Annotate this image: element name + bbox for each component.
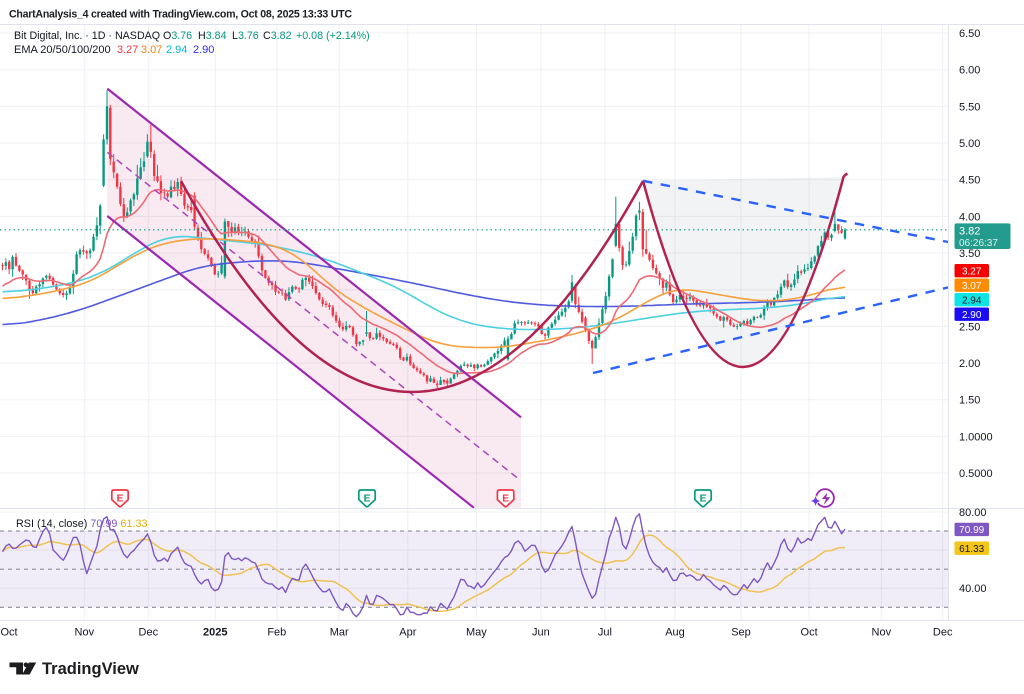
svg-text:2.00: 2.00 <box>959 358 980 370</box>
svg-text:1.0000: 1.0000 <box>959 431 993 443</box>
svg-text:RSI (14, close) 70.99 61.33: RSI (14, close) 70.99 61.33 <box>16 518 147 530</box>
svg-text:5.50: 5.50 <box>959 101 980 113</box>
svg-text:3.27: 3.27 <box>962 266 982 277</box>
svg-text:Aug: Aug <box>665 627 685 639</box>
svg-text:3.50: 3.50 <box>959 248 980 260</box>
svg-text:06:26:37: 06:26:37 <box>959 238 998 249</box>
svg-text:4.00: 4.00 <box>959 211 980 223</box>
svg-text:3.82: 3.82 <box>959 226 980 238</box>
svg-text:2025: 2025 <box>203 627 227 639</box>
svg-text:E: E <box>117 494 124 505</box>
svg-text:Jun: Jun <box>532 627 550 639</box>
svg-text:Mar: Mar <box>330 627 349 639</box>
svg-text:70.99: 70.99 <box>959 525 984 536</box>
svg-text:Jul: Jul <box>598 627 612 639</box>
svg-text:Nov: Nov <box>872 627 892 639</box>
svg-text:2.94: 2.94 <box>962 295 982 306</box>
svg-text:5.00: 5.00 <box>959 138 980 150</box>
svg-text:4.50: 4.50 <box>959 175 980 187</box>
svg-text:0.5000: 0.5000 <box>959 468 993 480</box>
svg-text:2.90: 2.90 <box>962 310 982 321</box>
svg-text:Sep: Sep <box>731 627 751 639</box>
svg-text:1.50: 1.50 <box>959 395 980 407</box>
svg-text:Oct: Oct <box>801 627 818 639</box>
svg-text:Feb: Feb <box>267 627 286 639</box>
svg-text:3.07: 3.07 <box>962 281 982 292</box>
svg-text:May: May <box>466 627 487 639</box>
svg-text:Dec: Dec <box>933 627 953 639</box>
svg-text:6.00: 6.00 <box>959 65 980 77</box>
svg-text:Oct: Oct <box>0 627 17 639</box>
svg-text:Bit Digital, Inc. · 1D · NASDA: Bit Digital, Inc. · 1D · NASDAQ O3.76 H3.8… <box>14 30 370 42</box>
svg-text:40.00: 40.00 <box>959 583 987 595</box>
svg-text:61.33: 61.33 <box>959 544 984 555</box>
svg-text:E: E <box>700 494 707 505</box>
svg-text:80.00: 80.00 <box>959 507 987 519</box>
svg-text:6.50: 6.50 <box>959 28 980 40</box>
svg-text:TradingView: TradingView <box>42 660 139 678</box>
svg-text:E: E <box>364 494 371 505</box>
svg-text:Apr: Apr <box>399 627 416 639</box>
svg-text:E: E <box>502 494 509 505</box>
svg-text:ChartAnalysis_4 created with T: ChartAnalysis_4 created with TradingView… <box>9 9 352 21</box>
svg-text:Nov: Nov <box>75 627 95 639</box>
svg-text:2.50: 2.50 <box>959 321 980 333</box>
svg-text:Dec: Dec <box>139 627 159 639</box>
